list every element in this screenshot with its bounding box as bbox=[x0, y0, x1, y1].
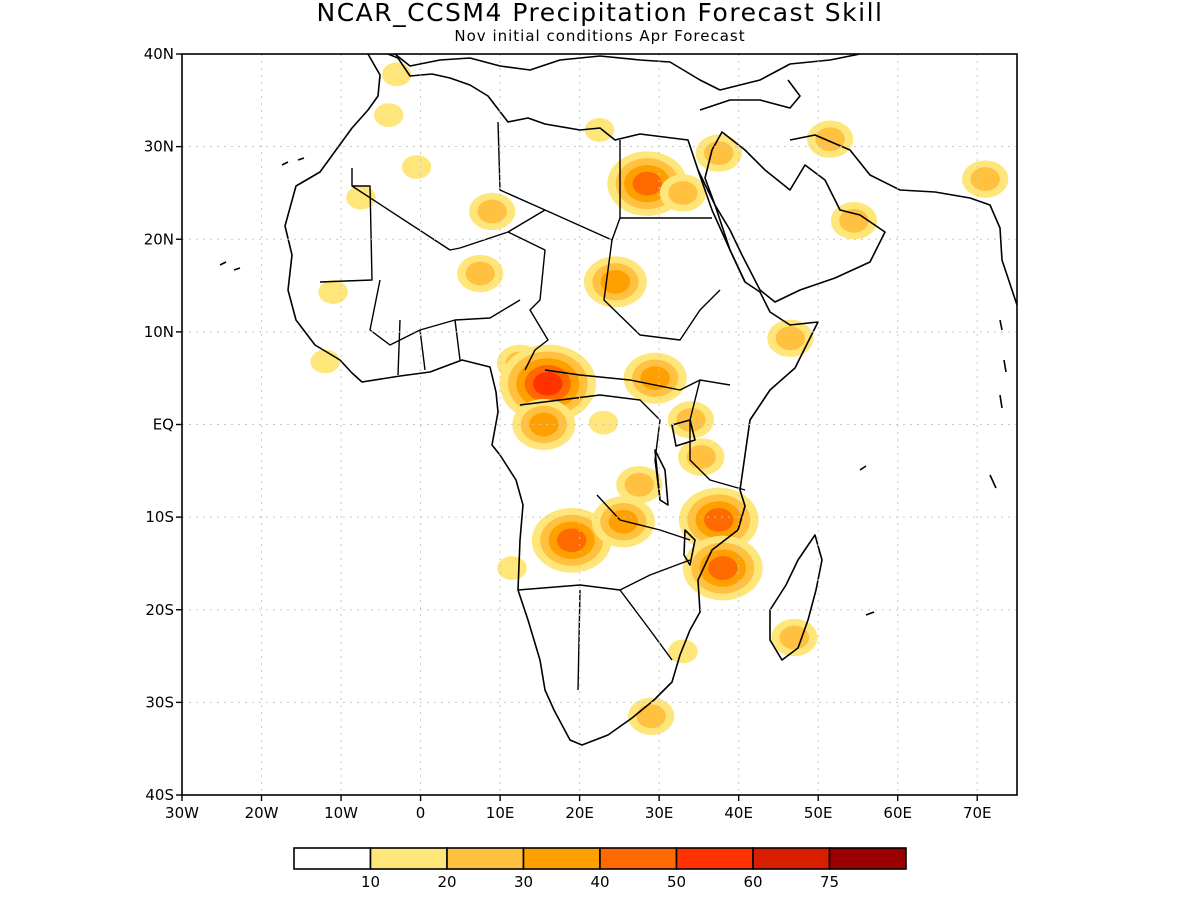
skill-region-22-level-2 bbox=[686, 445, 716, 469]
lat-tick-label: 20N bbox=[144, 230, 174, 248]
skill-region-5-level-2 bbox=[465, 261, 495, 286]
lon-tick-label: 50E bbox=[804, 804, 833, 822]
persia-coastline bbox=[789, 134, 1017, 306]
lat-tick-label: 10N bbox=[144, 323, 174, 341]
skill-region-2-level-1 bbox=[401, 155, 432, 179]
chart-title: NCAR_CCSM4 Precipitation Forecast Skill bbox=[316, 0, 884, 27]
legend-swatch bbox=[369, 847, 448, 870]
skill-region-32-level-1 bbox=[497, 556, 527, 580]
skill-region-8-level-3 bbox=[600, 269, 631, 294]
legend-label: 30 bbox=[514, 873, 533, 891]
skill-region-29-level-2 bbox=[779, 625, 810, 650]
skill-region-4-level-2 bbox=[477, 199, 507, 224]
skill-region-27-level-4 bbox=[704, 508, 734, 532]
skill-region-10-level-2 bbox=[668, 181, 698, 205]
legend-swatch bbox=[599, 847, 678, 870]
skill-region-23-level-1 bbox=[588, 410, 619, 435]
lon-tick-label: 60E bbox=[883, 804, 912, 822]
legend-label: 50 bbox=[667, 873, 686, 891]
lon-tick-label: 10E bbox=[486, 804, 515, 822]
skill-shading bbox=[310, 62, 1009, 735]
lon-tick-label: 40E bbox=[724, 804, 753, 822]
grid-lines bbox=[182, 54, 1017, 795]
legend-label: 20 bbox=[437, 873, 456, 891]
skill-region-21-level-2 bbox=[676, 407, 706, 432]
lon-tick-label: 0 bbox=[416, 804, 426, 822]
skill-region-13-level-2 bbox=[815, 127, 845, 152]
legend-swatch bbox=[675, 847, 754, 870]
skill-region-30-level-1 bbox=[668, 639, 698, 664]
indian-ocean-islands bbox=[859, 319, 1007, 616]
legend-swatch bbox=[293, 847, 372, 870]
africa-coastline bbox=[284, 54, 819, 746]
skill-region-0-level-1 bbox=[382, 62, 412, 87]
skill-region-31-level-2 bbox=[636, 704, 666, 729]
lon-tick-label: 20W bbox=[245, 804, 279, 822]
skill-region-9-level-4 bbox=[632, 171, 662, 196]
legend-swatch bbox=[446, 847, 525, 870]
lon-tick-label: 70E bbox=[963, 804, 992, 822]
lat-tick-label: 30S bbox=[145, 693, 174, 711]
lake-victoria bbox=[671, 419, 696, 447]
lon-tick-label: 10W bbox=[324, 804, 358, 822]
country-borders bbox=[319, 121, 746, 691]
europe-coastline bbox=[394, 54, 861, 91]
canary-islands bbox=[219, 157, 305, 271]
lat-tick-label: 20S bbox=[145, 601, 174, 619]
coastlines-and-borders bbox=[219, 54, 1017, 746]
color-legend: 10 20 30 40 50 60 75 bbox=[293, 847, 907, 891]
skill-region-18-level-5 bbox=[533, 371, 563, 396]
skill-region-26-level-2 bbox=[624, 472, 654, 497]
skill-region-28-level-4 bbox=[708, 556, 738, 580]
lon-tick-label: 30W bbox=[165, 804, 199, 822]
anatolia-coastline bbox=[699, 79, 801, 111]
legend-label: 10 bbox=[361, 873, 380, 891]
skill-region-15-level-2 bbox=[970, 167, 1000, 191]
skill-region-20-level-3 bbox=[529, 412, 559, 437]
skill-region-24-level-4 bbox=[556, 528, 587, 553]
lake-tanganyika bbox=[654, 449, 669, 506]
lat-tick-label: 40S bbox=[145, 786, 174, 804]
lat-tick-label: 10S bbox=[145, 508, 174, 526]
skill-region-11-level-1 bbox=[584, 118, 615, 142]
legend-swatch bbox=[752, 847, 831, 870]
lat-tick-label: 40N bbox=[144, 45, 174, 63]
skill-region-12-level-2 bbox=[704, 141, 734, 166]
legend-swatch bbox=[522, 847, 601, 870]
skill-region-7-level-1 bbox=[310, 349, 340, 374]
lon-tick-label: 20E bbox=[565, 804, 594, 822]
lat-tick-label: EQ bbox=[153, 416, 174, 434]
red-sea-coast bbox=[697, 169, 746, 283]
skill-region-6-level-1 bbox=[318, 280, 348, 304]
skill-region-16-level-2 bbox=[775, 326, 806, 351]
legend-label: 60 bbox=[743, 873, 762, 891]
chart-subtitle: Nov initial conditions Apr Forecast bbox=[454, 27, 746, 45]
arabia-coastline bbox=[704, 131, 886, 303]
legend-label: 40 bbox=[590, 873, 609, 891]
lake-malawi bbox=[683, 529, 696, 566]
lat-tick-label: 30N bbox=[144, 138, 174, 156]
skill-region-3-level-1 bbox=[346, 185, 376, 210]
lon-tick-label: 30E bbox=[645, 804, 674, 822]
skill-region-1-level-1 bbox=[374, 103, 404, 128]
legend-label: 75 bbox=[820, 873, 839, 891]
skill-region-14-level-2 bbox=[839, 208, 869, 233]
legend-swatch bbox=[828, 847, 907, 870]
